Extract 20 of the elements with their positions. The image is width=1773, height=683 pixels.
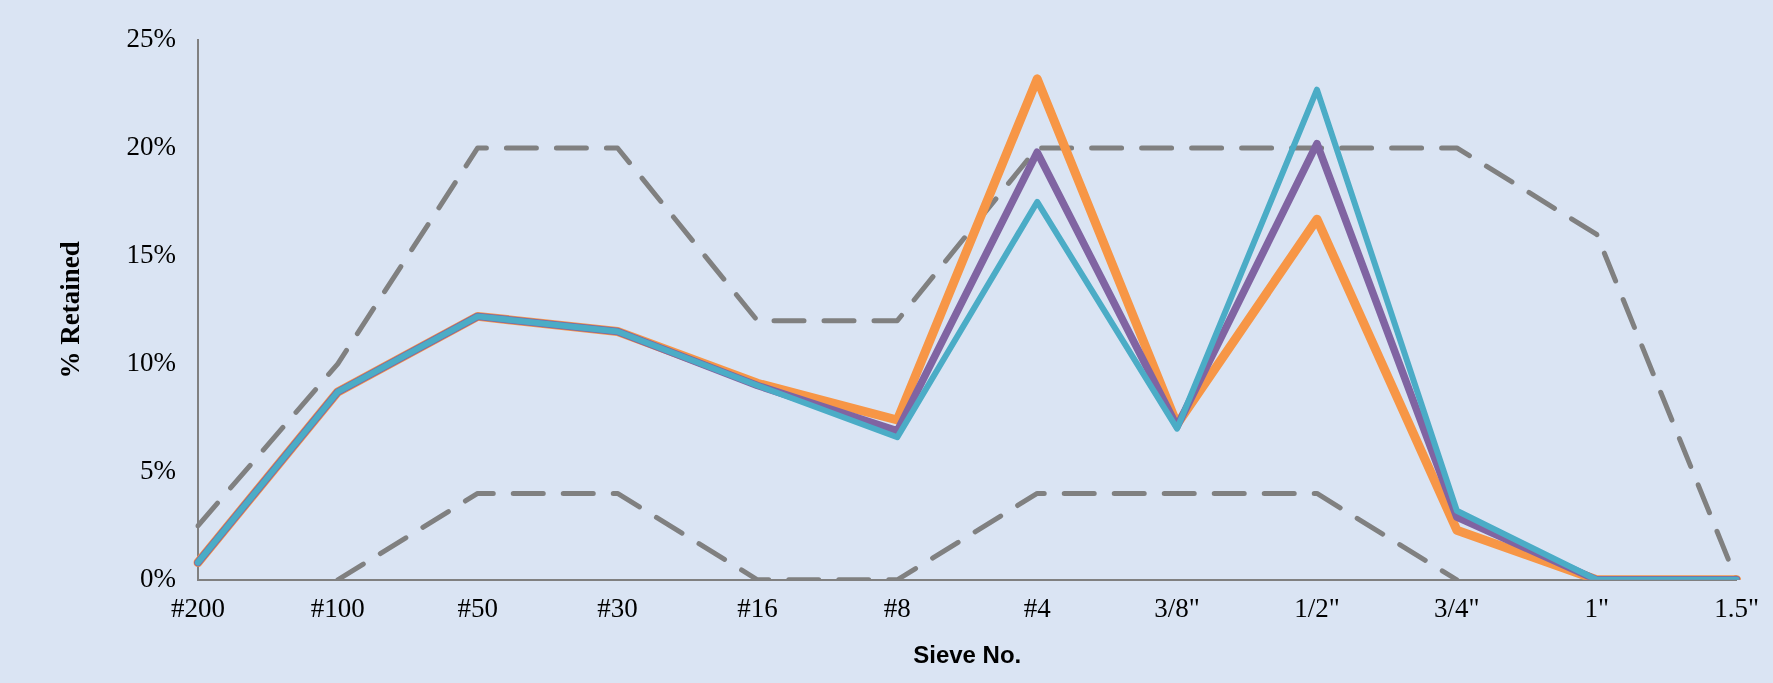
y-tick-label: 10%: [126, 346, 176, 377]
x-tick-label: #8: [883, 593, 911, 624]
y-tick-label: 0%: [139, 562, 176, 593]
x-tick-label: #4: [1023, 593, 1052, 624]
x-tick-label: #50: [457, 593, 498, 624]
x-tick-label: 3/4": [1434, 593, 1480, 624]
y-tick-label: 25%: [126, 23, 176, 54]
x-tick-label: #100: [310, 593, 365, 624]
y-axis-title: % Retained: [55, 241, 86, 379]
y-tick-label: 20%: [126, 131, 176, 162]
x-axis-title: Sieve No.: [913, 641, 1022, 669]
x-tick-label: 1/2": [1294, 593, 1340, 624]
x-tick-label: 1": [1584, 593, 1609, 624]
y-tick-label: 5%: [139, 454, 176, 485]
x-tick-label: #16: [737, 593, 778, 624]
x-tick-label: #30: [597, 593, 638, 624]
x-tick-label: #200: [170, 593, 225, 624]
x-tick-label: 3/8": [1154, 593, 1200, 624]
x-tick-label: 1.5": [1714, 593, 1759, 624]
y-tick-label: 15%: [126, 239, 176, 270]
